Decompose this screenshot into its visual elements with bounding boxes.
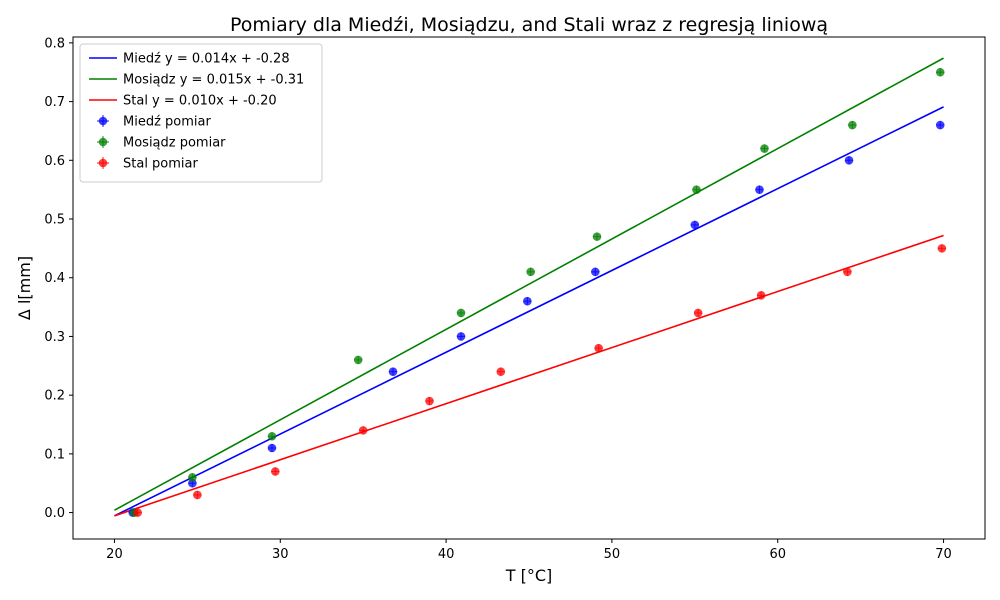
legend-label: Mosiądz pomiar	[123, 136, 226, 151]
y-axis: 0.0 0.1 0.2 0.3 0.4 0.5 0.6 0.7 0.8	[44, 36, 73, 521]
data-point	[270, 467, 280, 476]
data-point	[526, 267, 535, 277]
x-tick-label: 70	[935, 547, 952, 562]
x-tick-label: 50	[604, 547, 621, 562]
data-point	[594, 343, 603, 353]
data-point	[843, 267, 852, 277]
y-tick-label: 0.5	[44, 213, 65, 228]
data-point	[756, 291, 766, 300]
legend-marker-swatch	[98, 137, 108, 147]
data-point	[267, 443, 277, 453]
data-point	[755, 185, 764, 194]
data-point	[267, 431, 277, 441]
data-point	[388, 367, 398, 376]
y-tick-label: 0.7	[44, 95, 65, 110]
data-point	[456, 308, 466, 318]
y-tick-label: 0.0	[44, 506, 65, 521]
regression-line-2	[114, 234, 944, 517]
legend-label: Miedź y = 0.014x + -0.28	[123, 52, 290, 67]
data-point	[692, 185, 701, 194]
legend-label: Stal y = 0.010x + -0.20	[123, 94, 277, 109]
data-point	[133, 508, 142, 517]
data-point	[844, 155, 854, 165]
legend-marker-swatch	[98, 116, 108, 126]
data-point	[760, 144, 769, 153]
data-point	[592, 232, 602, 241]
data-point	[693, 308, 703, 318]
legend-item: Stal pomiar	[97, 157, 199, 172]
chart-title: Pomiary dla Miedźi, Mosiądzu, and Stali …	[230, 14, 828, 36]
legend-item: Miedź pomiar	[97, 115, 211, 130]
data-point	[935, 120, 945, 130]
data-point	[353, 355, 363, 365]
regression-line-0	[114, 106, 944, 517]
data-point	[188, 473, 197, 482]
legend-label: Stal pomiar	[123, 157, 199, 172]
data-point	[935, 67, 945, 77]
legend: Miedź y = 0.014x + -0.28 Mosiądz y = 0.01…	[79, 43, 323, 183]
x-tick-label: 40	[438, 547, 455, 562]
data-point	[690, 220, 700, 230]
data-point	[358, 426, 368, 435]
series-2-points	[133, 244, 947, 517]
data-point	[425, 396, 434, 406]
legend-item: Miedź y = 0.014x + -0.28	[89, 52, 290, 67]
regression-line-1	[114, 57, 944, 511]
legend-item: Mosiądz pomiar	[97, 136, 226, 151]
axes-frame	[72, 36, 986, 540]
y-tick-label: 0.4	[44, 271, 65, 286]
data-point	[848, 120, 857, 130]
x-tick-label: 20	[106, 547, 123, 562]
data-point	[937, 244, 947, 253]
legend-marker-swatch	[98, 158, 108, 168]
legend-label: Miedź pomiar	[123, 115, 211, 130]
x-tick-label: 30	[272, 547, 289, 562]
y-tick-label: 0.3	[44, 330, 65, 345]
x-axis: 20 30 40 50 60 70	[106, 539, 952, 562]
legend-item: Mosiądz y = 0.015x + -0.31	[89, 73, 304, 88]
data-point	[456, 332, 466, 341]
legend-label: Mosiądz y = 0.015x + -0.31	[123, 73, 304, 88]
y-tick-label: 0.8	[44, 36, 65, 51]
x-tick-label: 60	[769, 547, 786, 562]
y-axis-label: Δ l[mm]	[15, 256, 34, 320]
y-tick-label: 0.2	[44, 389, 65, 404]
y-tick-label: 0.6	[44, 154, 65, 169]
data-point	[193, 490, 202, 500]
x-axis-label: T [°C]	[505, 566, 553, 585]
legend-box	[79, 43, 323, 183]
y-tick-label: 0.1	[44, 447, 65, 462]
legend-item: Stal y = 0.010x + -0.20	[89, 94, 277, 109]
data-point	[523, 296, 532, 306]
data-point	[496, 367, 506, 376]
data-point	[591, 267, 600, 277]
